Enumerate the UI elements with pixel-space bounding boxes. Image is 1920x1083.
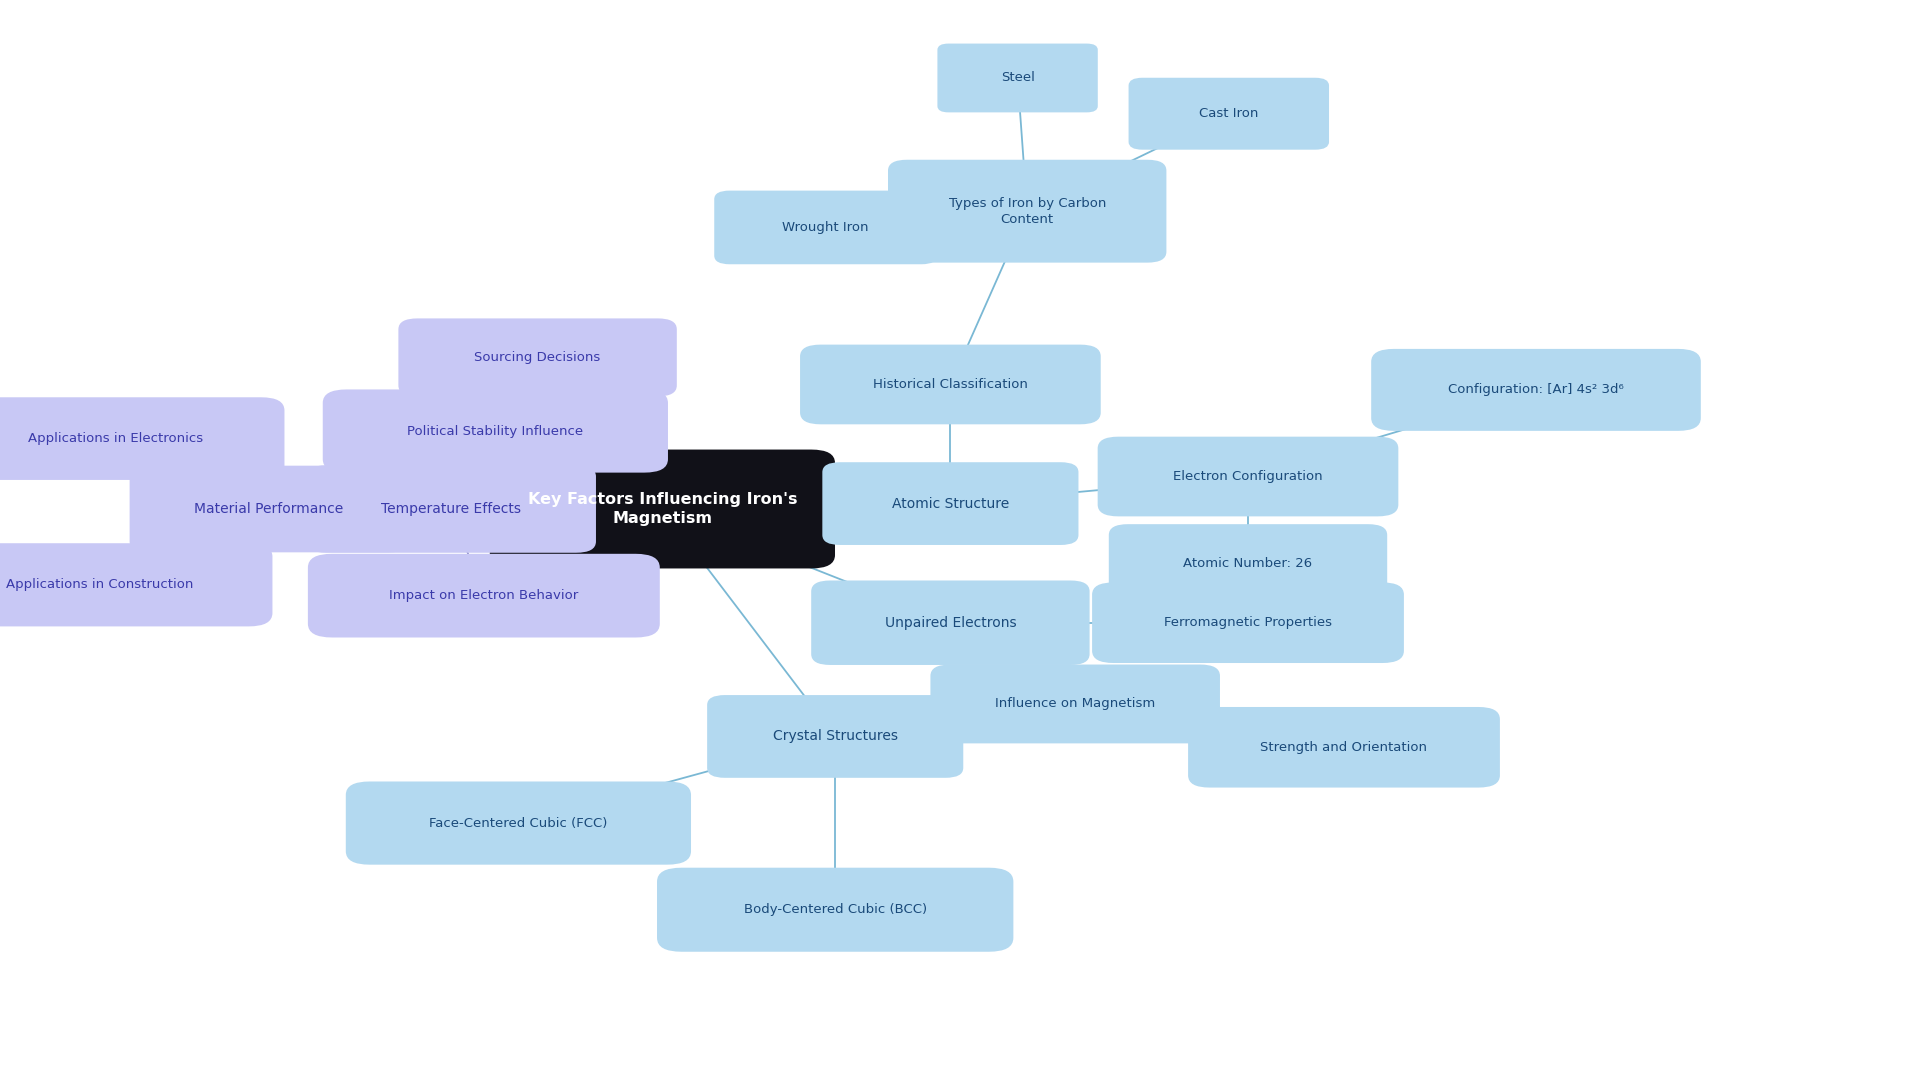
Text: Historical Classification: Historical Classification (874, 378, 1027, 391)
FancyBboxPatch shape (323, 390, 668, 472)
FancyBboxPatch shape (131, 466, 409, 552)
FancyBboxPatch shape (822, 462, 1079, 545)
FancyBboxPatch shape (1371, 349, 1701, 431)
Text: Face-Centered Cubic (FCC): Face-Centered Cubic (FCC) (430, 817, 607, 830)
Text: Configuration: [Ar] 4s² 3d⁶: Configuration: [Ar] 4s² 3d⁶ (1448, 383, 1624, 396)
FancyBboxPatch shape (0, 544, 273, 626)
FancyBboxPatch shape (399, 318, 678, 396)
FancyBboxPatch shape (657, 867, 1014, 952)
Text: Temperature Effects: Temperature Effects (382, 503, 520, 516)
FancyBboxPatch shape (1110, 524, 1386, 602)
FancyBboxPatch shape (931, 665, 1219, 743)
Text: Atomic Number: 26: Atomic Number: 26 (1183, 557, 1313, 570)
FancyBboxPatch shape (810, 580, 1089, 665)
Text: Strength and Orientation: Strength and Orientation (1261, 741, 1427, 754)
Text: Political Stability Influence: Political Stability Influence (407, 425, 584, 438)
FancyBboxPatch shape (490, 449, 835, 569)
Text: Steel: Steel (1000, 71, 1035, 84)
Text: Applications in Electronics: Applications in Electronics (27, 432, 204, 445)
Text: Cast Iron: Cast Iron (1200, 107, 1258, 120)
Text: Impact on Electron Behavior: Impact on Electron Behavior (390, 589, 578, 602)
Text: Key Factors Influencing Iron's
Magnetism: Key Factors Influencing Iron's Magnetism (528, 492, 797, 526)
FancyBboxPatch shape (346, 782, 691, 864)
FancyBboxPatch shape (1129, 78, 1329, 149)
FancyBboxPatch shape (1098, 436, 1398, 517)
Text: Influence on Magnetism: Influence on Magnetism (995, 697, 1156, 710)
FancyBboxPatch shape (887, 159, 1167, 263)
Text: Body-Centered Cubic (BCC): Body-Centered Cubic (BCC) (743, 903, 927, 916)
Text: Types of Iron by Carbon
Content: Types of Iron by Carbon Content (948, 197, 1106, 225)
FancyBboxPatch shape (307, 553, 660, 638)
Text: Material Performance: Material Performance (194, 503, 344, 516)
Text: Ferromagnetic Properties: Ferromagnetic Properties (1164, 616, 1332, 629)
FancyBboxPatch shape (1092, 583, 1404, 663)
Text: Crystal Structures: Crystal Structures (772, 730, 899, 743)
Text: Wrought Iron: Wrought Iron (781, 221, 870, 234)
Text: Applications in Construction: Applications in Construction (6, 578, 194, 591)
FancyBboxPatch shape (937, 43, 1098, 113)
Text: Sourcing Decisions: Sourcing Decisions (474, 351, 601, 364)
FancyBboxPatch shape (707, 695, 964, 778)
FancyBboxPatch shape (0, 397, 284, 480)
FancyBboxPatch shape (801, 344, 1100, 425)
FancyBboxPatch shape (714, 191, 937, 264)
FancyBboxPatch shape (1188, 707, 1500, 787)
FancyBboxPatch shape (307, 466, 595, 552)
Text: Electron Configuration: Electron Configuration (1173, 470, 1323, 483)
Text: Unpaired Electrons: Unpaired Electrons (885, 616, 1016, 629)
Text: Atomic Structure: Atomic Structure (891, 497, 1010, 510)
